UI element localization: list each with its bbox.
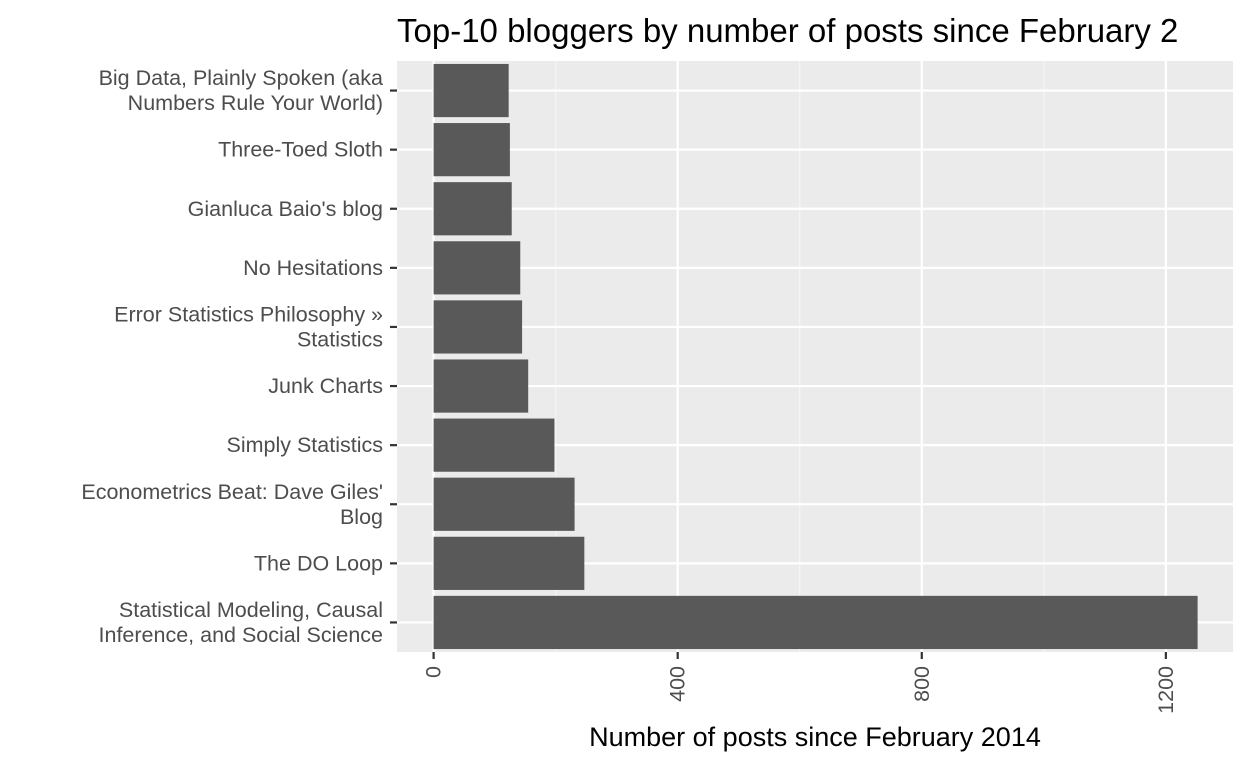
x-axis-label: Number of posts since February 2014: [589, 722, 1041, 752]
bar: [433, 300, 523, 354]
bar: [433, 182, 512, 236]
x-tick-label: 0: [422, 666, 446, 678]
category-label: Blog: [340, 505, 383, 529]
bar: [433, 536, 585, 590]
bar: [433, 63, 509, 118]
category-label: The DO Loop: [254, 551, 383, 575]
bar: [433, 595, 1198, 650]
category-label: Econometrics Beat: Dave Giles': [81, 480, 383, 504]
bar: [433, 241, 521, 295]
category-label: Statistics: [297, 327, 383, 351]
grid-lines: [397, 61, 1233, 652]
bar: [433, 418, 555, 472]
bar: [433, 477, 575, 531]
bars: [433, 63, 1198, 650]
category-label: Inference, and Social Science: [99, 623, 383, 647]
chart-title: Top-10 bloggers by number of posts since…: [397, 12, 1178, 49]
x-tick-label: 800: [910, 666, 934, 702]
category-label: Gianluca Baio's blog: [188, 197, 383, 221]
category-label: Numbers Rule Your World): [128, 91, 383, 115]
category-label: Simply Statistics: [226, 433, 383, 457]
bar: [433, 359, 529, 413]
bar: [433, 123, 510, 177]
x-tick-label: 400: [666, 666, 690, 702]
category-label: Statistical Modeling, Causal: [119, 598, 383, 622]
x-tick-labels: 0 400 800 1200: [422, 652, 1178, 714]
x-tick-label: 1200: [1154, 666, 1178, 714]
category-label: Error Statistics Philosophy »: [114, 302, 383, 326]
category-label: Junk Charts: [268, 374, 383, 398]
category-label: Three-Toed Sloth: [218, 138, 383, 162]
category-label: Big Data, Plainly Spoken (aka: [99, 66, 383, 90]
category-label: No Hesitations: [243, 256, 383, 280]
